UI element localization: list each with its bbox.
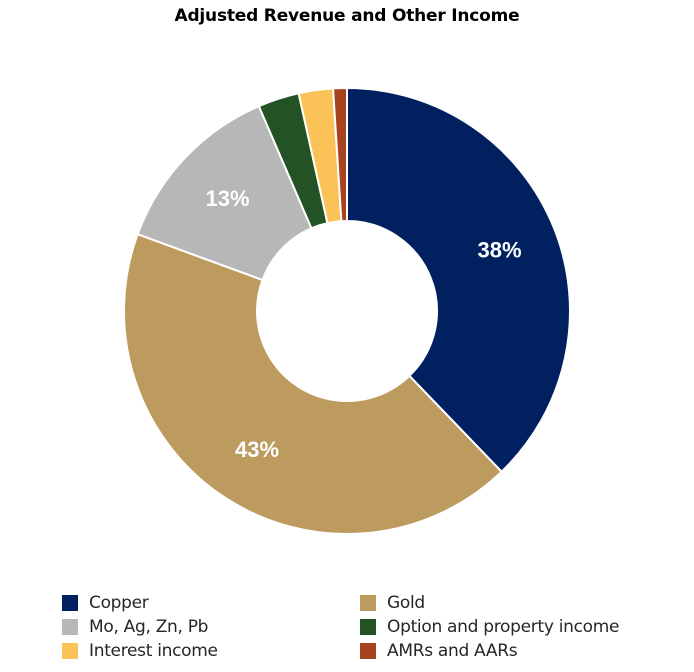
legend-swatch-amrs-aars [360, 642, 376, 659]
legend-label: Copper [89, 592, 149, 613]
legend-item-gold: Gold [360, 592, 680, 613]
donut-chart: 38% 43% 13% [123, 86, 571, 535]
legend-label: Interest income [89, 640, 218, 661]
legend-label: AMRs and AARs [387, 640, 518, 661]
slice-label-gold: 43% [235, 437, 279, 462]
legend-item-amrs-aars: AMRs and AARs [360, 640, 680, 661]
legend-swatch-interest-income [62, 642, 78, 659]
slice-gold [123, 232, 503, 535]
chart-title: Adjusted Revenue and Other Income [174, 6, 520, 26]
legend-item-copper: Copper [62, 592, 360, 613]
slice-amrs-and-aars [332, 86, 348, 223]
slice-label-copper: 38% [478, 238, 522, 263]
legend-label: Mo, Ag, Zn, Pb [89, 616, 209, 637]
legend-item-interest-income: Interest income [62, 640, 360, 661]
legend-swatch-copper [62, 594, 78, 611]
legend-item-mo-ag-zn-pb: Mo, Ag, Zn, Pb [62, 616, 360, 637]
legend-item-option-property-income: Option and property income [360, 616, 680, 637]
slice-copper [346, 86, 571, 474]
legend-label: Gold [387, 592, 425, 613]
donut-slices [123, 86, 571, 535]
slice-label-mo-ag-zn-pb: 13% [206, 186, 250, 211]
legend-swatch-gold [360, 594, 376, 611]
slice-labels: 38% 43% 13% [206, 186, 522, 462]
slice-mo-ag-zn-pb [136, 104, 313, 282]
legend: Copper Gold Mo, Ag, Zn, Pb Option and pr… [62, 592, 682, 661]
legend-swatch-mo-ag-zn-pb [62, 618, 78, 635]
legend-label: Option and property income [387, 616, 620, 637]
legend-swatch-option-property-income [360, 618, 376, 635]
